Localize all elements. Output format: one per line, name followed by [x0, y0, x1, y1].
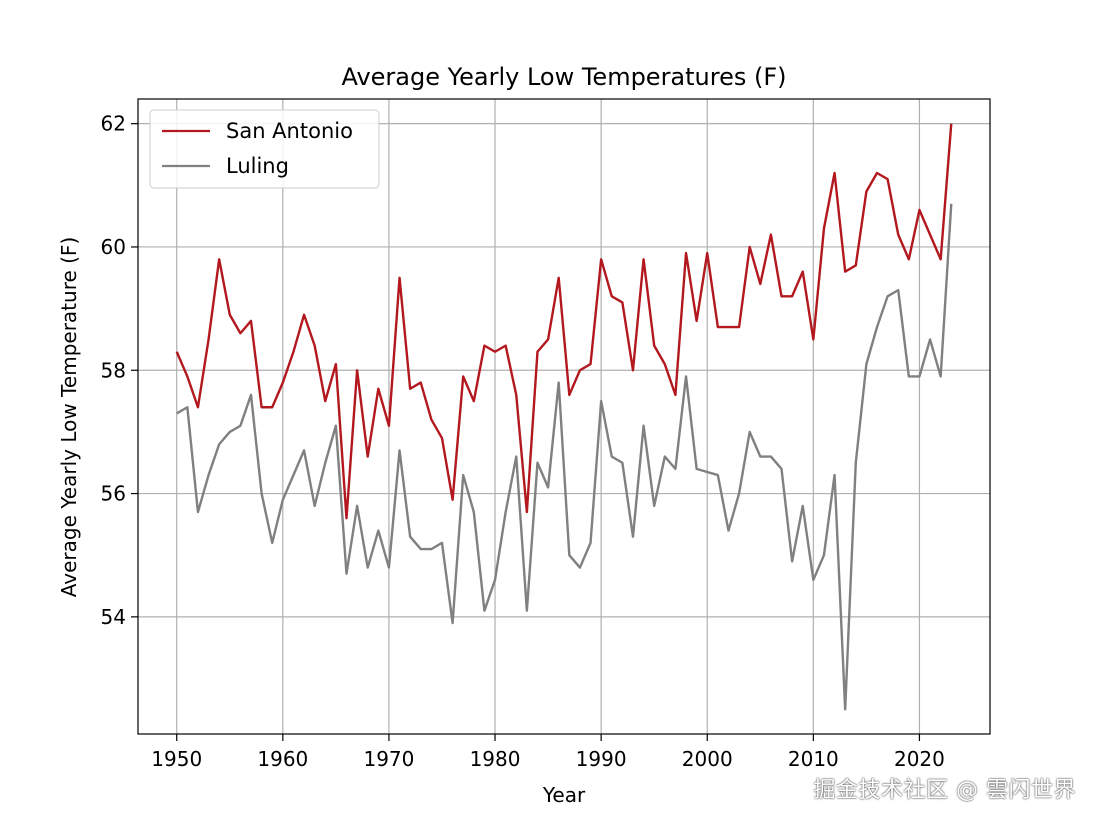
x-tick-label-1950: 1950 — [151, 747, 202, 771]
x-tick-label-1970: 1970 — [363, 747, 414, 771]
x-tick-label-2010: 2010 — [788, 747, 839, 771]
x-tick-label-2000: 2000 — [682, 747, 733, 771]
y-axis: 54 56 58 60 62 — [101, 112, 138, 629]
y-tick-label-58: 58 — [101, 358, 126, 382]
plot-frame — [137, 98, 991, 735]
y-axis-label: Average Yearly Low Temperature (F) — [57, 237, 81, 597]
series-line-luling — [176, 203, 953, 711]
chart-title: Average Yearly Low Temperatures (F) — [341, 63, 786, 91]
legend: San Antonio Luling — [149, 109, 380, 189]
series-line-san-antonio — [175, 123, 953, 520]
grid-lines — [138, 99, 990, 734]
x-tick-label-1980: 1980 — [470, 747, 521, 771]
x-axis-label: Year — [542, 783, 586, 807]
legend-box — [149, 109, 380, 189]
x-tick-label-1990: 1990 — [576, 747, 627, 771]
y-tick-label-56: 56 — [101, 482, 126, 506]
x-tick-label-2020: 2020 — [894, 747, 945, 771]
x-tick-label-1960: 1960 — [257, 747, 308, 771]
y-tick-label-60: 60 — [101, 235, 126, 259]
y-tick-label-54: 54 — [101, 605, 126, 629]
y-tick-label-62: 62 — [101, 112, 126, 136]
series-lines — [175, 123, 953, 711]
x-axis: 1950 1960 1970 1980 1990 2000 2010 2020 — [151, 734, 945, 771]
legend-label-luling: Luling — [226, 154, 289, 178]
watermark: 掘金技术社区 @ 雲闪世界 — [813, 778, 1076, 803]
legend-label-san-antonio: San Antonio — [226, 119, 353, 143]
